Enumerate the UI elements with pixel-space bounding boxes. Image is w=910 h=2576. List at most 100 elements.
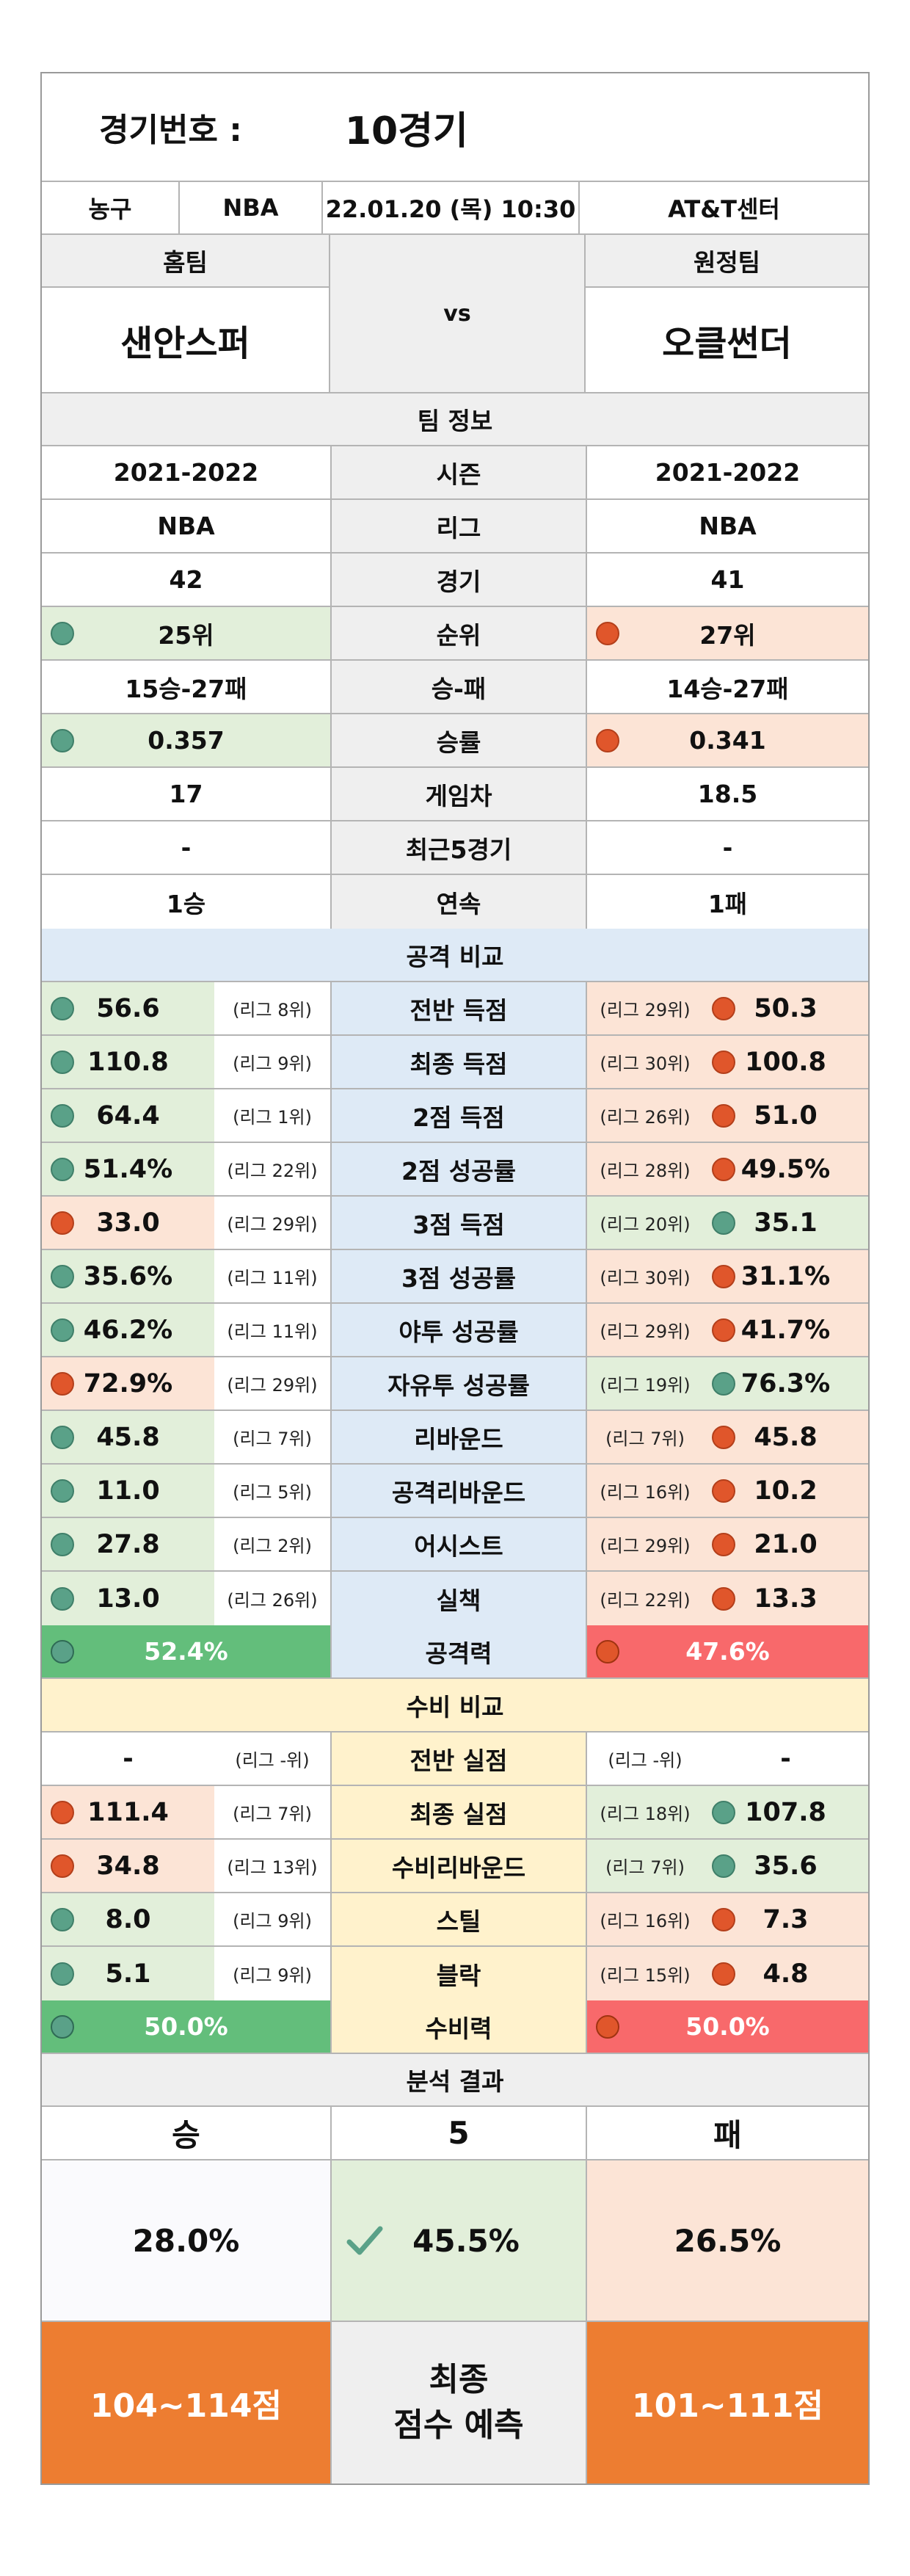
attack-away-rank-text: (리그 7위) <box>605 1429 685 1449</box>
away-info-cell: NBA <box>587 500 868 552</box>
home-attack-value: 27.8 <box>42 1518 214 1570</box>
home-attack-rank: (리그 22위) <box>214 1143 332 1195</box>
attack-rows: 56.6 (리그 8위) 전반 득점 (리그 29위) 50.3 110.8 (리그 9위)… <box>42 982 868 1625</box>
attack-home-text: 11.0 <box>96 1476 160 1506</box>
away-info-value: NBA <box>699 512 757 540</box>
away-status-dot-icon <box>712 1318 735 1342</box>
teams-block: 홈팀 샌안스퍼 vs 원정팀 오클썬더 <box>42 235 868 393</box>
away-score-prediction: 101~111점 <box>587 2322 868 2484</box>
defense-power-row: 50.0% 수비력 50.0% <box>42 2000 868 2054</box>
away-defense-rank: (리그 15위) <box>587 1947 703 2000</box>
venue-cell: AT&T센터 <box>668 195 780 223</box>
attack-home-text: 64.4 <box>96 1100 160 1131</box>
info-label-cell: 시즌 <box>332 446 587 498</box>
score-prediction-row: 104~114점 최종 점수 예측 101~111점 <box>42 2322 868 2484</box>
home-attack-rank: (리그 26위) <box>214 1572 332 1625</box>
home-status-dot-icon <box>51 1318 74 1342</box>
team-info-row: - 최근5경기 - <box>42 821 868 875</box>
home-status-dot-icon <box>51 1264 74 1288</box>
home-info-cell: 0.357 <box>42 714 332 766</box>
attack-label-text: 2점 득점 <box>412 1103 505 1132</box>
info-row: 농구 NBA 22.01.20 (목) 10:30 AT&T센터 <box>42 182 868 235</box>
info-label-cell: 게임차 <box>332 768 587 820</box>
away-attack-value: 31.1% <box>703 1250 868 1302</box>
home-status-dot-icon <box>51 621 74 645</box>
attack-row: 46.2% (리그 11위) 야투 성공률 (리그 29위) 41.7% <box>42 1304 868 1357</box>
away-attack-rank: (리그 30위) <box>587 1036 703 1088</box>
sport-cell: 농구 <box>42 182 180 233</box>
home-status-dot-icon <box>51 1157 74 1181</box>
home-status-dot-icon <box>51 1586 74 1611</box>
home-team-col: 홈팀 샌안스퍼 <box>42 235 330 392</box>
attack-away-rank-text: (리그 29위) <box>600 1321 691 1342</box>
away-info-cell: 27위 <box>587 607 868 659</box>
home-defense-value: - <box>42 1733 214 1785</box>
defense-label-text: 수비리바운드 <box>391 1853 526 1882</box>
attack-header: 공격 비교 <box>42 929 868 982</box>
home-attack-value: 35.6% <box>42 1250 214 1302</box>
home-status-dot-icon <box>51 1479 74 1503</box>
home-status-dot-icon <box>51 1532 74 1556</box>
away-info-value: 2021-2022 <box>655 458 801 487</box>
attack-home-rank-text: (리그 22위) <box>227 1161 318 1181</box>
home-info-value: 25위 <box>158 620 214 650</box>
analysis-sheet: 경기번호 : 10경기 농구 NBA 22.01.20 (목) 10:30 AT… <box>40 72 870 2485</box>
league-cell: NBA <box>180 182 323 233</box>
home-attack-value: 64.4 <box>42 1089 214 1142</box>
home-status-dot-icon <box>51 1371 74 1396</box>
attack-row: 110.8 (리그 9위) 최종 득점 (리그 30위) 100.8 <box>42 1036 868 1089</box>
home-attack-rank: (리그 2위) <box>214 1518 332 1570</box>
attack-label-text: 리바운드 <box>414 1424 503 1454</box>
defense-home-text: 34.8 <box>96 1851 160 1881</box>
home-attack-power: 52.4% <box>42 1625 332 1677</box>
lose-pct: 26.5% <box>587 2160 868 2321</box>
home-score-prediction: 104~114점 <box>42 2322 332 2484</box>
attack-title: 공격 비교 <box>406 942 504 971</box>
attack-away-text: 76.3% <box>740 1368 831 1398</box>
attack-home-rank-text: (리그 8위) <box>233 1000 312 1020</box>
home-status-dot-icon <box>51 996 74 1020</box>
away-defense-rank: (리그 16위) <box>587 1893 703 1945</box>
home-attack-rank: (리그 8위) <box>214 982 332 1034</box>
home-status-dot-icon <box>51 1103 74 1128</box>
team-info-row: 25위 순위 27위 <box>42 607 868 661</box>
away-info-value: 41 <box>710 565 745 594</box>
attack-home-rank-text: (리그 26위) <box>227 1590 318 1611</box>
away-defense-rank: (리그 18위) <box>587 1786 703 1838</box>
away-info-cell: 41 <box>587 554 868 606</box>
attack-home-rank-text: (리그 9위) <box>233 1053 312 1074</box>
home-attack-rank: (리그 29위) <box>214 1197 332 1249</box>
attack-away-text: 49.5% <box>740 1154 831 1184</box>
team-info-row: 42 경기 41 <box>42 554 868 607</box>
attack-row: 56.6 (리그 8위) 전반 득점 (리그 29위) 50.3 <box>42 982 868 1036</box>
away-team-col: 원정팀 오클썬더 <box>586 235 868 392</box>
defense-home-rank-text: (리그 9위) <box>233 1965 312 1986</box>
attack-label-text: 3점 득점 <box>412 1210 505 1239</box>
defense-home-rank-text: (리그 7위) <box>233 1804 312 1824</box>
defense-row: 8.0 (리그 9위) 스틸 (리그 16위) 7.3 <box>42 1893 868 1947</box>
attack-row: 33.0 (리그 29위) 3점 득점 (리그 20위) 35.1 <box>42 1197 868 1250</box>
defense-home-text: 111.4 <box>87 1797 169 1827</box>
defense-home-rank-text: (리그 -위) <box>235 1750 310 1771</box>
home-info-value: 17 <box>169 780 203 808</box>
home-status-dot-icon <box>51 1854 74 1878</box>
away-attack-value: 49.5% <box>703 1143 868 1195</box>
away-status-dot-icon <box>712 1586 735 1611</box>
attack-power-label: 공격력 <box>332 1625 587 1677</box>
defense-home-rank-text: (리그 9위) <box>233 1911 312 1931</box>
attack-away-text: 100.8 <box>745 1047 826 1077</box>
home-attack-value: 51.4% <box>42 1143 214 1195</box>
home-info-cell: 25위 <box>42 607 332 659</box>
attack-home-rank-text: (리그 29위) <box>227 1375 318 1396</box>
home-info-value: 0.357 <box>148 726 225 755</box>
away-info-value: - <box>722 833 733 862</box>
team-info-header: 팀 정보 <box>42 393 868 446</box>
attack-away-rank-text: (리그 26위) <box>600 1107 691 1128</box>
away-attack-rank: (리그 20위) <box>587 1197 703 1249</box>
home-defense-power-value: 50.0% <box>144 2012 228 2041</box>
defense-label-text: 스틸 <box>436 1906 481 1936</box>
info-label-cell: 순위 <box>332 607 587 659</box>
home-info-value: NBA <box>157 512 215 540</box>
away-status-dot-icon <box>712 1371 735 1396</box>
attack-row: 35.6% (리그 11위) 3점 성공률 (리그 30위) 31.1% <box>42 1250 868 1304</box>
